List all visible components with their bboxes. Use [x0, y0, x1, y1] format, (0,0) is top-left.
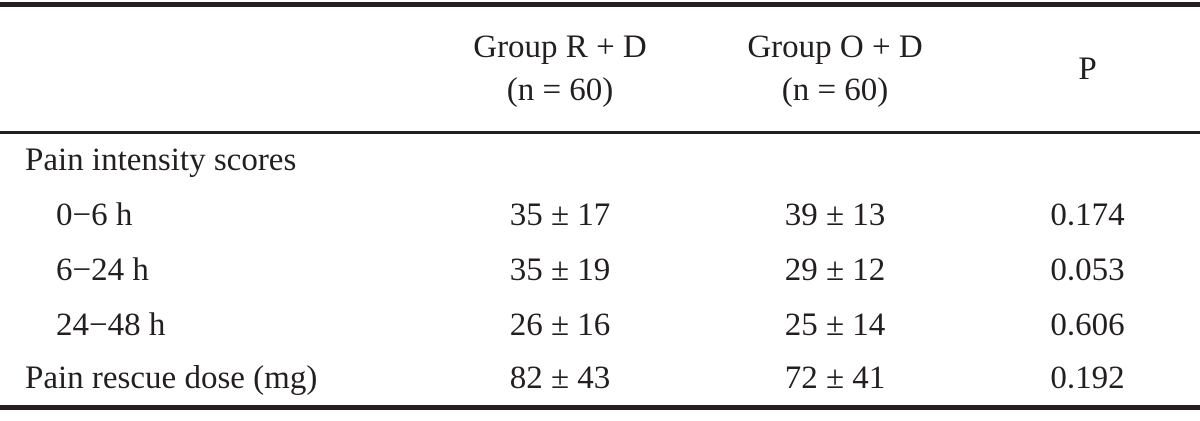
header-empty-cell [0, 5, 425, 133]
row-label: Pain rescue dose (mg) [25, 360, 318, 397]
cell-group-o-d: 39 ± 13 [784, 196, 886, 233]
table-row-6-24h: 6−24 h 35 ± 19 29 ± 12 0.053 [0, 243, 1200, 298]
cell-p-value [975, 133, 1200, 188]
table-row-0-6h: 0−6 h 35 ± 17 39 ± 13 0.174 [0, 188, 1200, 243]
header-group-o-d: Group O + D (n = 60) [695, 5, 975, 133]
cell-group-r-d [425, 133, 695, 188]
row-label: 0−6 h [56, 196, 133, 233]
cell-group-r-d: 26 ± 16 [509, 306, 611, 343]
cell-p-value: 0.606 [1050, 306, 1125, 343]
cell-group-o-d [695, 133, 975, 188]
table-row-24-48h: 24−48 h 26 ± 16 25 ± 14 0.606 [0, 298, 1200, 353]
header-row: Group R + D (n = 60) Group O + D (n = 60… [0, 5, 1200, 133]
cell-group-o-d: 72 ± 41 [784, 360, 886, 397]
cell-group-o-d: 25 ± 14 [784, 306, 886, 343]
cell-group-r-d: 82 ± 43 [509, 360, 611, 397]
cell-group-r-d: 35 ± 17 [509, 196, 611, 233]
cell-group-o-d: 29 ± 12 [784, 251, 886, 288]
row-label: Pain intensity scores [25, 142, 297, 179]
header-group-o-d-label: Group O + D [747, 29, 923, 66]
table-row-pain-rescue-dose: Pain rescue dose (mg) 82 ± 43 72 ± 41 0.… [0, 353, 1200, 408]
cell-p-value: 0.174 [1050, 196, 1125, 233]
header-group-r-d-label: Group R + D [473, 29, 647, 66]
header-group-r-d: Group R + D (n = 60) [425, 5, 695, 133]
row-label: 6−24 h [56, 251, 149, 288]
cell-p-value: 0.192 [1050, 360, 1125, 397]
table-body: Pain intensity scores 0−6 h 35 ± 17 39 ±… [0, 133, 1200, 408]
header-group-o-d-sublabel: (n = 60) [781, 72, 889, 108]
table-header: Group R + D (n = 60) Group O + D (n = 60… [0, 5, 1200, 133]
cell-group-r-d: 35 ± 19 [509, 251, 611, 288]
header-p-value: P [1078, 50, 1097, 87]
table-row-pain-intensity-scores: Pain intensity scores [0, 133, 1200, 188]
header-group-r-d-sublabel: (n = 60) [506, 72, 614, 108]
results-table: Group R + D (n = 60) Group O + D (n = 60… [0, 2, 1200, 410]
row-label: 24−48 h [56, 306, 166, 343]
cell-p-value: 0.053 [1050, 251, 1125, 288]
